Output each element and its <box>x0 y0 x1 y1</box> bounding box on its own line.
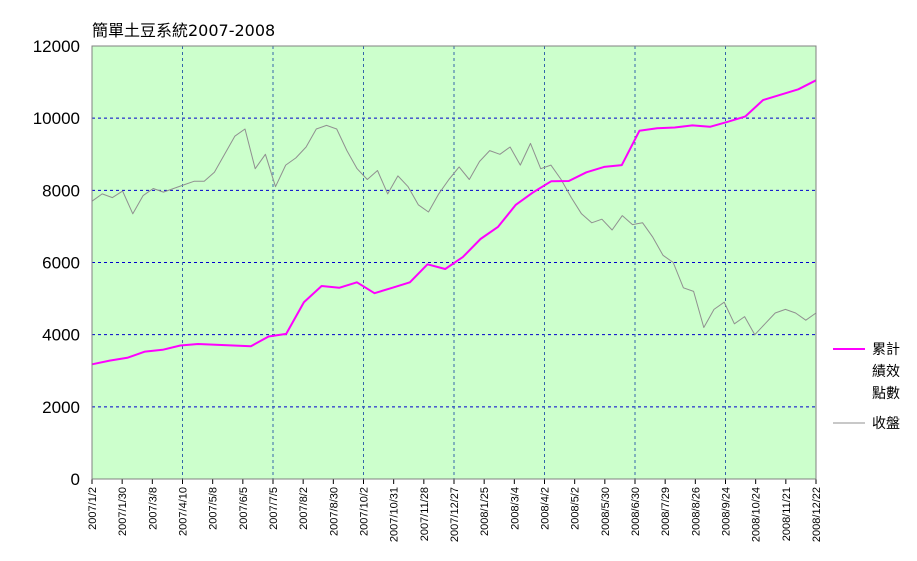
x-tick-label: 2007/3/8 <box>147 487 159 530</box>
x-tick-label: 2007/7/5 <box>268 487 280 530</box>
x-tick-label: 2008/3/4 <box>509 487 521 530</box>
x-tick-label: 2007/8/2 <box>298 487 310 530</box>
x-tick-label: 2008/1/25 <box>479 487 491 536</box>
x-tick-label: 2008/5/30 <box>600 487 612 536</box>
series-layer <box>91 79 817 366</box>
legend-label: 點數 <box>872 386 900 402</box>
x-tick-label: 2008/6/30 <box>630 487 642 536</box>
x-tick-label: 2007/8/30 <box>328 487 340 536</box>
legend-label: 績效 <box>872 364 900 380</box>
y-tick-label: 4000 <box>42 326 80 345</box>
x-tick-label: 2007/1/2 <box>87 487 99 530</box>
x-tick-label: 2007/11/28 <box>419 487 431 541</box>
series-line <box>91 124 817 336</box>
x-tick-label: 2007/6/5 <box>238 487 250 530</box>
x-tick-label: 2007/1/30 <box>117 487 129 536</box>
legend-label: 累計 <box>872 342 900 358</box>
y-tick-label: 8000 <box>42 181 80 200</box>
x-tick-label: 2008/10/24 <box>751 487 763 542</box>
y-tick-label: 6000 <box>42 254 80 273</box>
plot-border <box>91 45 817 480</box>
x-axis-ticks: 2007/1/2 2007/1/30 2007/3/8 2007/4/10 2007/5… <box>87 479 823 542</box>
x-tick-label: 2008/8/26 <box>690 487 702 536</box>
x-tick-label: 2008/12/22 <box>811 487 823 542</box>
x-tick-label: 2008/4/2 <box>540 487 552 530</box>
legend-label: 收盤 <box>872 416 900 432</box>
chart-title: 簡單土豆系統2007-2008 <box>92 21 275 40</box>
grid <box>92 46 816 479</box>
y-tick-label: 12000 <box>33 37 80 56</box>
x-tick-label: 2007/4/10 <box>178 487 190 536</box>
x-tick-label: 2008/7/29 <box>660 487 672 536</box>
x-tick-label: 2007/10/31 <box>389 487 401 542</box>
x-tick-label: 2008/5/2 <box>570 487 582 530</box>
x-tick-label: 2007/10/2 <box>359 487 371 536</box>
y-tick-label: 10000 <box>33 109 80 128</box>
x-tick-label: 2008/11/21 <box>781 487 793 541</box>
y-axis-ticks: 0 2000 4000 6000 8000 10000 12000 <box>33 37 80 489</box>
series-line <box>91 79 817 366</box>
x-tick-label: 2007/12/27 <box>449 487 461 542</box>
y-tick-label: 2000 <box>42 398 80 417</box>
x-tick-label: 2007/5/8 <box>208 487 220 530</box>
x-tick-label: 2008/9/24 <box>721 487 733 536</box>
y-tick-label: 0 <box>71 470 80 489</box>
